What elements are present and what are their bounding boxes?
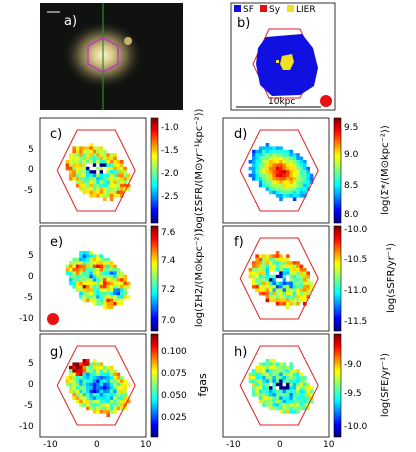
cbar-d-label: log(Σ*/(M⊙kpc⁻²)) (380, 125, 391, 215)
panel-b-psf-dot (320, 95, 332, 107)
legend-lier-label: LIER (296, 5, 316, 15)
cbar-g-tick-1: 0.075 (161, 369, 187, 379)
panel-c-label: c) (50, 127, 62, 142)
cbar-c-label: log(ΣSFR/(M⊙yr⁻¹kpc⁻²)) (194, 108, 205, 231)
cbar-e-tick-2: 7.2 (161, 285, 175, 295)
panel-e-psf-dot (47, 313, 59, 325)
panel-e-map (39, 225, 147, 332)
cbar-e-tick-0: 7.6 (161, 228, 176, 238)
panel-a-label: a) (64, 14, 77, 29)
colorbar-c: -1.0 -1.5 -2.0 -2.5 log(ΣSFR/(M⊙yr⁻¹kpc⁻… (150, 108, 205, 231)
xtick-h-10: 10 (323, 440, 335, 450)
panel-h-label: h) (234, 345, 247, 360)
scalebar-label: 10kpc (268, 97, 295, 107)
panel-g-map (39, 333, 147, 438)
panel-b-hexagon (252, 28, 317, 99)
cbar-e-label: log(ΣH2/(M⊙kpc⁻²)) (194, 229, 205, 327)
ytick-g-m10: -10 (19, 422, 34, 432)
panel-b-classification: SF Sy LIER b) 10kpc (230, 2, 336, 111)
ytick-c-0: 0 (28, 165, 34, 175)
xtick-h-m10: -10 (226, 440, 241, 450)
panel-g-label: g) (50, 345, 63, 360)
cbar-c-tick-1: -1.5 (161, 146, 179, 156)
colorbar-f: -10.0 -10.5 -11.0 -11.5 log(sSFR/yr⁻¹) (333, 225, 397, 332)
panel-d-map (222, 117, 330, 224)
colorbar-e: 7.6 7.4 7.2 7.0 log(ΣH2/(M⊙kpc⁻²)) (150, 225, 205, 332)
cbar-d-tick-2: 8.5 (344, 181, 358, 191)
cbar-g-label: fgas (196, 373, 209, 397)
ytick-c-m5: -5 (24, 186, 33, 196)
panel-h-hexagon (239, 345, 319, 426)
colorbar-g: 0.100 0.075 0.050 0.025 fgas (150, 333, 209, 438)
xtick-g-10: 10 (140, 440, 152, 450)
cbar-f-tick-2: -11.0 (344, 286, 368, 296)
legend-sf-swatch (234, 5, 241, 12)
panel-f-map (222, 225, 330, 332)
panel-a-hexagon (87, 37, 119, 73)
panel-f-hexagon (239, 237, 319, 320)
cbar-d-tick-3: 8.0 (344, 210, 359, 220)
ytick-g-0: 0 (28, 380, 34, 390)
cbar-d-tick-0: 9.5 (344, 123, 358, 133)
colorbar-d: 9.5 9.0 8.5 8.0 log(Σ*/(M⊙kpc⁻²)) (333, 117, 391, 224)
cbar-e-tick-1: 7.4 (161, 256, 176, 266)
panel-d-hexagon (239, 129, 319, 212)
ytick-e-5: 5 (28, 251, 34, 261)
panel-d-label: d) (234, 127, 247, 142)
cbar-f-label: log(sSFR/yr⁻¹) (386, 243, 397, 313)
legend-sy-label: Sy (269, 5, 281, 15)
cbar-g-tick-0: 0.100 (161, 347, 187, 357)
cbar-f-tick-3: -11.5 (344, 317, 367, 327)
panel-c-hexagon (56, 129, 136, 212)
panel-b-lier-region (280, 54, 294, 70)
cbar-c-tick-0: -1.0 (161, 123, 179, 133)
colorbar-h: -9.0 -9.5 -10.0 log(SFE/yr⁻¹) (333, 333, 391, 438)
cbar-f-tick-0: -10.0 (344, 225, 368, 235)
xtick-h-0: 0 (277, 440, 283, 450)
cbar-h-tick-1: -9.5 (344, 389, 362, 399)
cbar-f-tick-1: -10.5 (344, 255, 367, 265)
cbar-d-tick-1: 9.0 (344, 150, 359, 160)
xtick-g-0: 0 (94, 440, 100, 450)
cbar-c-tick-2: -2.0 (161, 169, 179, 179)
panel-a-image: a) (40, 3, 183, 110)
ytick-e-0: 0 (28, 272, 34, 282)
ytick-e-m10: -10 (19, 314, 34, 324)
cbar-g-tick-3: 0.025 (161, 413, 187, 423)
ytick-g-m5: -5 (24, 401, 33, 411)
cbar-g-tick-2: 0.050 (161, 391, 187, 401)
ytick-e-m5: -5 (24, 293, 33, 303)
panel-g-hexagon (56, 345, 136, 426)
cbar-c-tick-3: -2.5 (161, 192, 179, 202)
xtick-g-m10: -10 (43, 440, 58, 450)
legend-lier-swatch (287, 5, 294, 12)
panel-c-map (39, 117, 147, 224)
cbar-h-tick-2: -10.0 (344, 422, 368, 432)
cbar-h-label: log(SFE/yr⁻¹) (380, 353, 391, 417)
panel-f-label: f) (234, 235, 244, 250)
cbar-h-tick-0: -9.0 (344, 360, 362, 370)
legend-sf-label: SF (243, 5, 254, 15)
cbar-e-tick-3: 7.0 (161, 316, 176, 326)
ytick-c-5: 5 (28, 145, 34, 155)
panel-e-label: e) (50, 235, 63, 250)
legend-sy-swatch (260, 5, 267, 12)
panel-h-map (222, 333, 330, 438)
panel-b-label: b) (237, 16, 250, 31)
ytick-g-5: 5 (28, 359, 34, 369)
